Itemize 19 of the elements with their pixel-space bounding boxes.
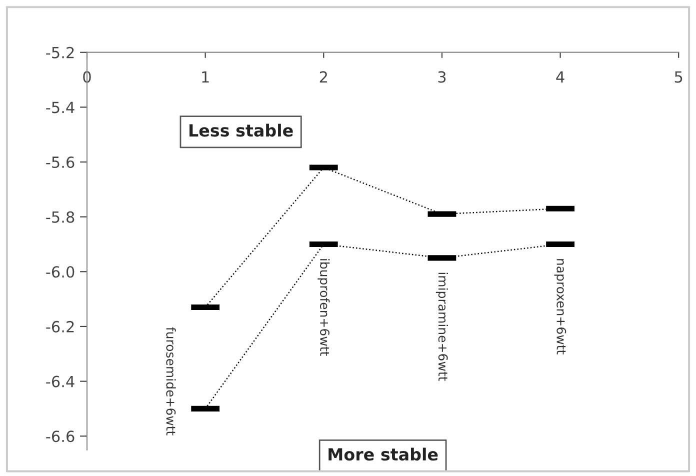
x-tick-label: 2 [320, 71, 327, 83]
x-tick-label: 3 [438, 71, 446, 83]
y-tick-label: -5.4 [46, 102, 74, 114]
x-tick-label: 1 [202, 71, 209, 83]
annotation: imipramine+6wtt [436, 272, 448, 381]
annotation: naproxen+6wtt [554, 259, 566, 354]
y-tick-label: -5.2 [46, 46, 74, 58]
annotation: furosemide+6wtt [166, 327, 176, 436]
annotation: Less stable [190, 124, 293, 137]
annotation: ibuprofen+6wtt [318, 259, 330, 356]
y-tick-label: -5.6 [46, 156, 74, 168]
x-tick-label: 5 [674, 71, 682, 83]
annotation: More stable [328, 448, 438, 461]
y-tick-label: -6.0 [46, 266, 74, 278]
y-tick-label: -6.4 [46, 376, 74, 388]
x-tick-label: 4 [556, 71, 564, 83]
y-tick-label: -5.8 [46, 211, 74, 223]
y-tick-label: -6.6 [46, 430, 74, 442]
y-tick-label: -6.2 [46, 320, 74, 332]
